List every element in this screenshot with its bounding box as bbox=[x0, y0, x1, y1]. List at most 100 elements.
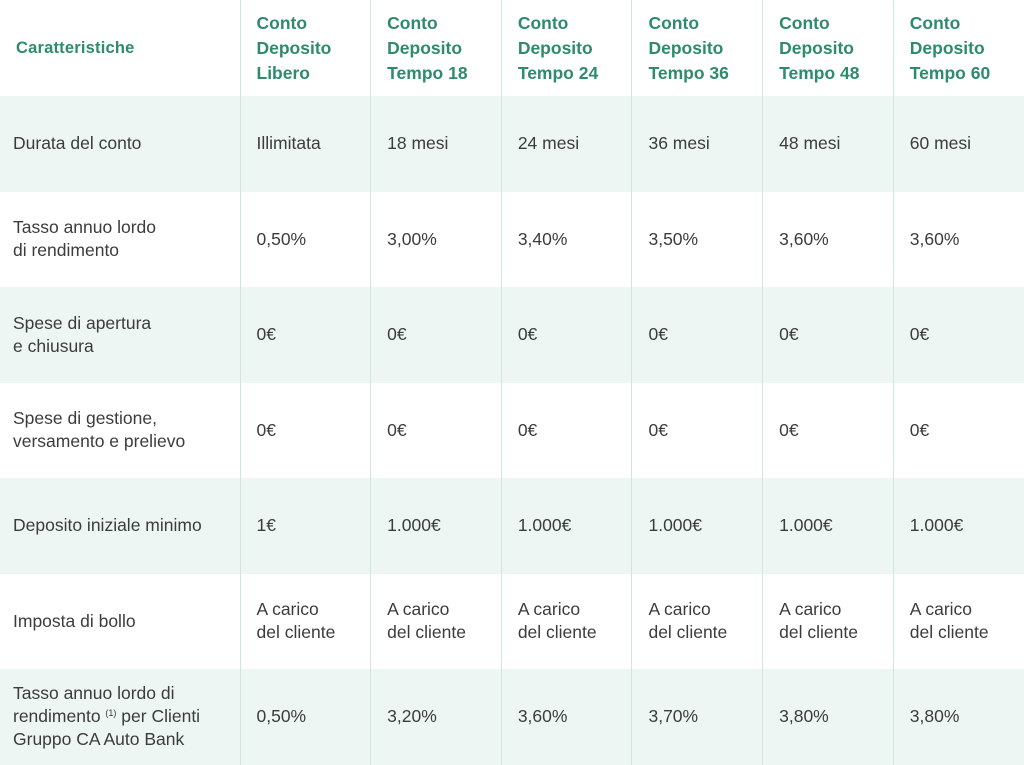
header-line: Conto bbox=[517, 12, 569, 33]
header-line: Conto bbox=[909, 12, 961, 33]
header-line: Conto bbox=[387, 12, 438, 33]
cell-line: A carico bbox=[517, 599, 581, 620]
table-cell: 0€ bbox=[370, 287, 502, 383]
header-line: Tempo 36 bbox=[648, 62, 729, 83]
row-label-line: Spese di apertura bbox=[13, 312, 152, 333]
header-product-tempo-18: Conto Deposito Tempo 18 bbox=[370, 0, 502, 96]
table-row-tasso: Tasso annuo lordo di rendimento 0,50% 3,… bbox=[0, 191, 1024, 288]
header-product-tempo-60: Conto Deposito Tempo 60 bbox=[892, 0, 1024, 96]
table-cell: A carico del cliente bbox=[500, 573, 632, 669]
table-cell: 3,20% bbox=[370, 669, 502, 765]
header-line: Conto bbox=[256, 12, 308, 33]
header-line: Deposito bbox=[517, 37, 593, 58]
table-row-deposito-minimo: Deposito iniziale minimo 1€ 1.000€ 1.000… bbox=[0, 478, 1024, 574]
table-cell: Illimitata bbox=[239, 96, 371, 192]
table-row-durata: Durata del conto Illimitata 18 mesi 24 m… bbox=[0, 96, 1024, 192]
row-label-line: Deposito iniziale minimo bbox=[13, 515, 202, 536]
table-cell: A carico del cliente bbox=[762, 573, 894, 669]
table-cell: 1.000€ bbox=[892, 478, 1024, 574]
header-line: Tempo 18 bbox=[387, 62, 468, 83]
row-label: Imposta di bollo bbox=[0, 574, 240, 670]
table-cell: 18 mesi bbox=[370, 96, 502, 192]
cell-line: del cliente bbox=[256, 622, 336, 643]
table-cell: 3,00% bbox=[370, 191, 502, 287]
table-cell: 3,50% bbox=[631, 191, 763, 287]
header-line: Deposito bbox=[256, 37, 332, 58]
row-label-line: Durata del conto bbox=[13, 133, 142, 154]
table-cell: 24 mesi bbox=[500, 96, 632, 192]
table-cell: 36 mesi bbox=[631, 96, 763, 192]
table-cell: 0,50% bbox=[239, 191, 371, 287]
cell-line: A carico bbox=[779, 599, 842, 620]
table-cell: 3,60% bbox=[762, 191, 894, 287]
table-cell: A carico del cliente bbox=[892, 573, 1024, 669]
table-cell: 0€ bbox=[762, 382, 894, 478]
table-cell: 0,50% bbox=[239, 669, 371, 765]
header-product-libero: Conto Deposito Libero bbox=[239, 0, 371, 96]
table-cell: A carico del cliente bbox=[370, 573, 502, 669]
table-cell: 0€ bbox=[892, 287, 1024, 383]
table-cell: 3,80% bbox=[762, 669, 894, 765]
table-cell: 0€ bbox=[631, 287, 763, 383]
row-label-line: Gruppo CA Auto Bank bbox=[13, 729, 185, 750]
table-cell: 1.000€ bbox=[500, 478, 632, 574]
row-label-line: versamento e prelievo bbox=[13, 431, 186, 452]
table-row-tasso-clienti-gruppo: Tasso annuo lordo di rendimento (1) per … bbox=[0, 669, 1024, 765]
header-line: Tempo 24 bbox=[517, 62, 599, 83]
row-label-line: e chiusura bbox=[13, 335, 94, 356]
table-cell: A carico del cliente bbox=[239, 573, 371, 669]
header-line: Deposito bbox=[909, 37, 985, 58]
table-cell: 3,70% bbox=[631, 669, 763, 765]
cell-line: del cliente bbox=[779, 622, 858, 643]
table-cell: 1€ bbox=[239, 478, 371, 574]
row-label-line: Tasso annuo lordo bbox=[13, 217, 157, 238]
table-cell: 0€ bbox=[370, 382, 502, 478]
header-product-tempo-24: Conto Deposito Tempo 24 bbox=[500, 0, 632, 96]
table-cell: 0€ bbox=[239, 382, 371, 478]
table-row-spese-apertura: Spese di apertura e chiusura 0€ 0€ 0€ 0€… bbox=[0, 287, 1024, 383]
header-line: Conto bbox=[779, 12, 830, 33]
table-cell: 0€ bbox=[500, 287, 632, 383]
cell-line: del cliente bbox=[517, 622, 597, 643]
table-header: Caratteristiche Conto Deposito Libero Co… bbox=[0, 0, 1024, 96]
row-label-line: Imposta di bollo bbox=[13, 610, 136, 631]
table-cell: 3,40% bbox=[500, 191, 632, 287]
table-cell: 3,60% bbox=[500, 669, 632, 765]
cell-line: A carico bbox=[909, 599, 973, 620]
row-label-line: Spese di gestione, bbox=[13, 408, 157, 429]
cell-line: del cliente bbox=[387, 622, 466, 643]
cell-line: A carico bbox=[256, 599, 319, 620]
table-cell: 48 mesi bbox=[762, 96, 894, 192]
row-label-line: Tasso annuo lordo di bbox=[13, 683, 175, 704]
header-line: Conto bbox=[648, 12, 700, 33]
header-row: Caratteristiche Conto Deposito Libero Co… bbox=[0, 0, 1024, 96]
table-cell: 3,80% bbox=[892, 669, 1024, 765]
footnote-marker: (1) bbox=[105, 708, 117, 719]
header-line: Tempo 48 bbox=[779, 62, 860, 83]
header-line: Libero bbox=[256, 62, 310, 83]
table-cell: 1.000€ bbox=[762, 478, 894, 574]
header-product-tempo-36: Conto Deposito Tempo 36 bbox=[631, 0, 763, 96]
table-cell: 1.000€ bbox=[370, 478, 502, 574]
cell-line: A carico bbox=[648, 599, 711, 620]
table-row-imposta-bollo: Imposta di bollo A carico del cliente A … bbox=[0, 573, 1024, 670]
row-label: Durata del conto bbox=[0, 96, 240, 192]
table-cell: 60 mesi bbox=[892, 96, 1024, 192]
table-cell: A carico del cliente bbox=[631, 573, 763, 669]
row-label-text: per Clienti bbox=[116, 706, 201, 727]
table-cell: 0€ bbox=[762, 287, 894, 383]
table-cell: 0€ bbox=[892, 382, 1024, 478]
table-cell: 1.000€ bbox=[631, 478, 763, 574]
header-line: Deposito bbox=[387, 37, 463, 58]
row-label: Spese di gestione, versamento e prelievo bbox=[0, 383, 240, 479]
row-label: Spese di apertura e chiusura bbox=[0, 287, 240, 383]
header-line: Tempo 60 bbox=[909, 62, 991, 83]
header-line: Deposito bbox=[779, 37, 854, 58]
row-label: Tasso annuo lordo di rendimento bbox=[0, 192, 240, 288]
row-label: Tasso annuo lordo di rendimento (1) per … bbox=[0, 669, 240, 765]
row-label-line: rendimento (1) per Clienti bbox=[13, 705, 240, 728]
row-label-text: rendimento bbox=[13, 706, 106, 727]
header-feature-label: Caratteristiche bbox=[0, 0, 240, 96]
table-row-spese-gestione: Spese di gestione, versamento e prelievo… bbox=[0, 382, 1024, 479]
